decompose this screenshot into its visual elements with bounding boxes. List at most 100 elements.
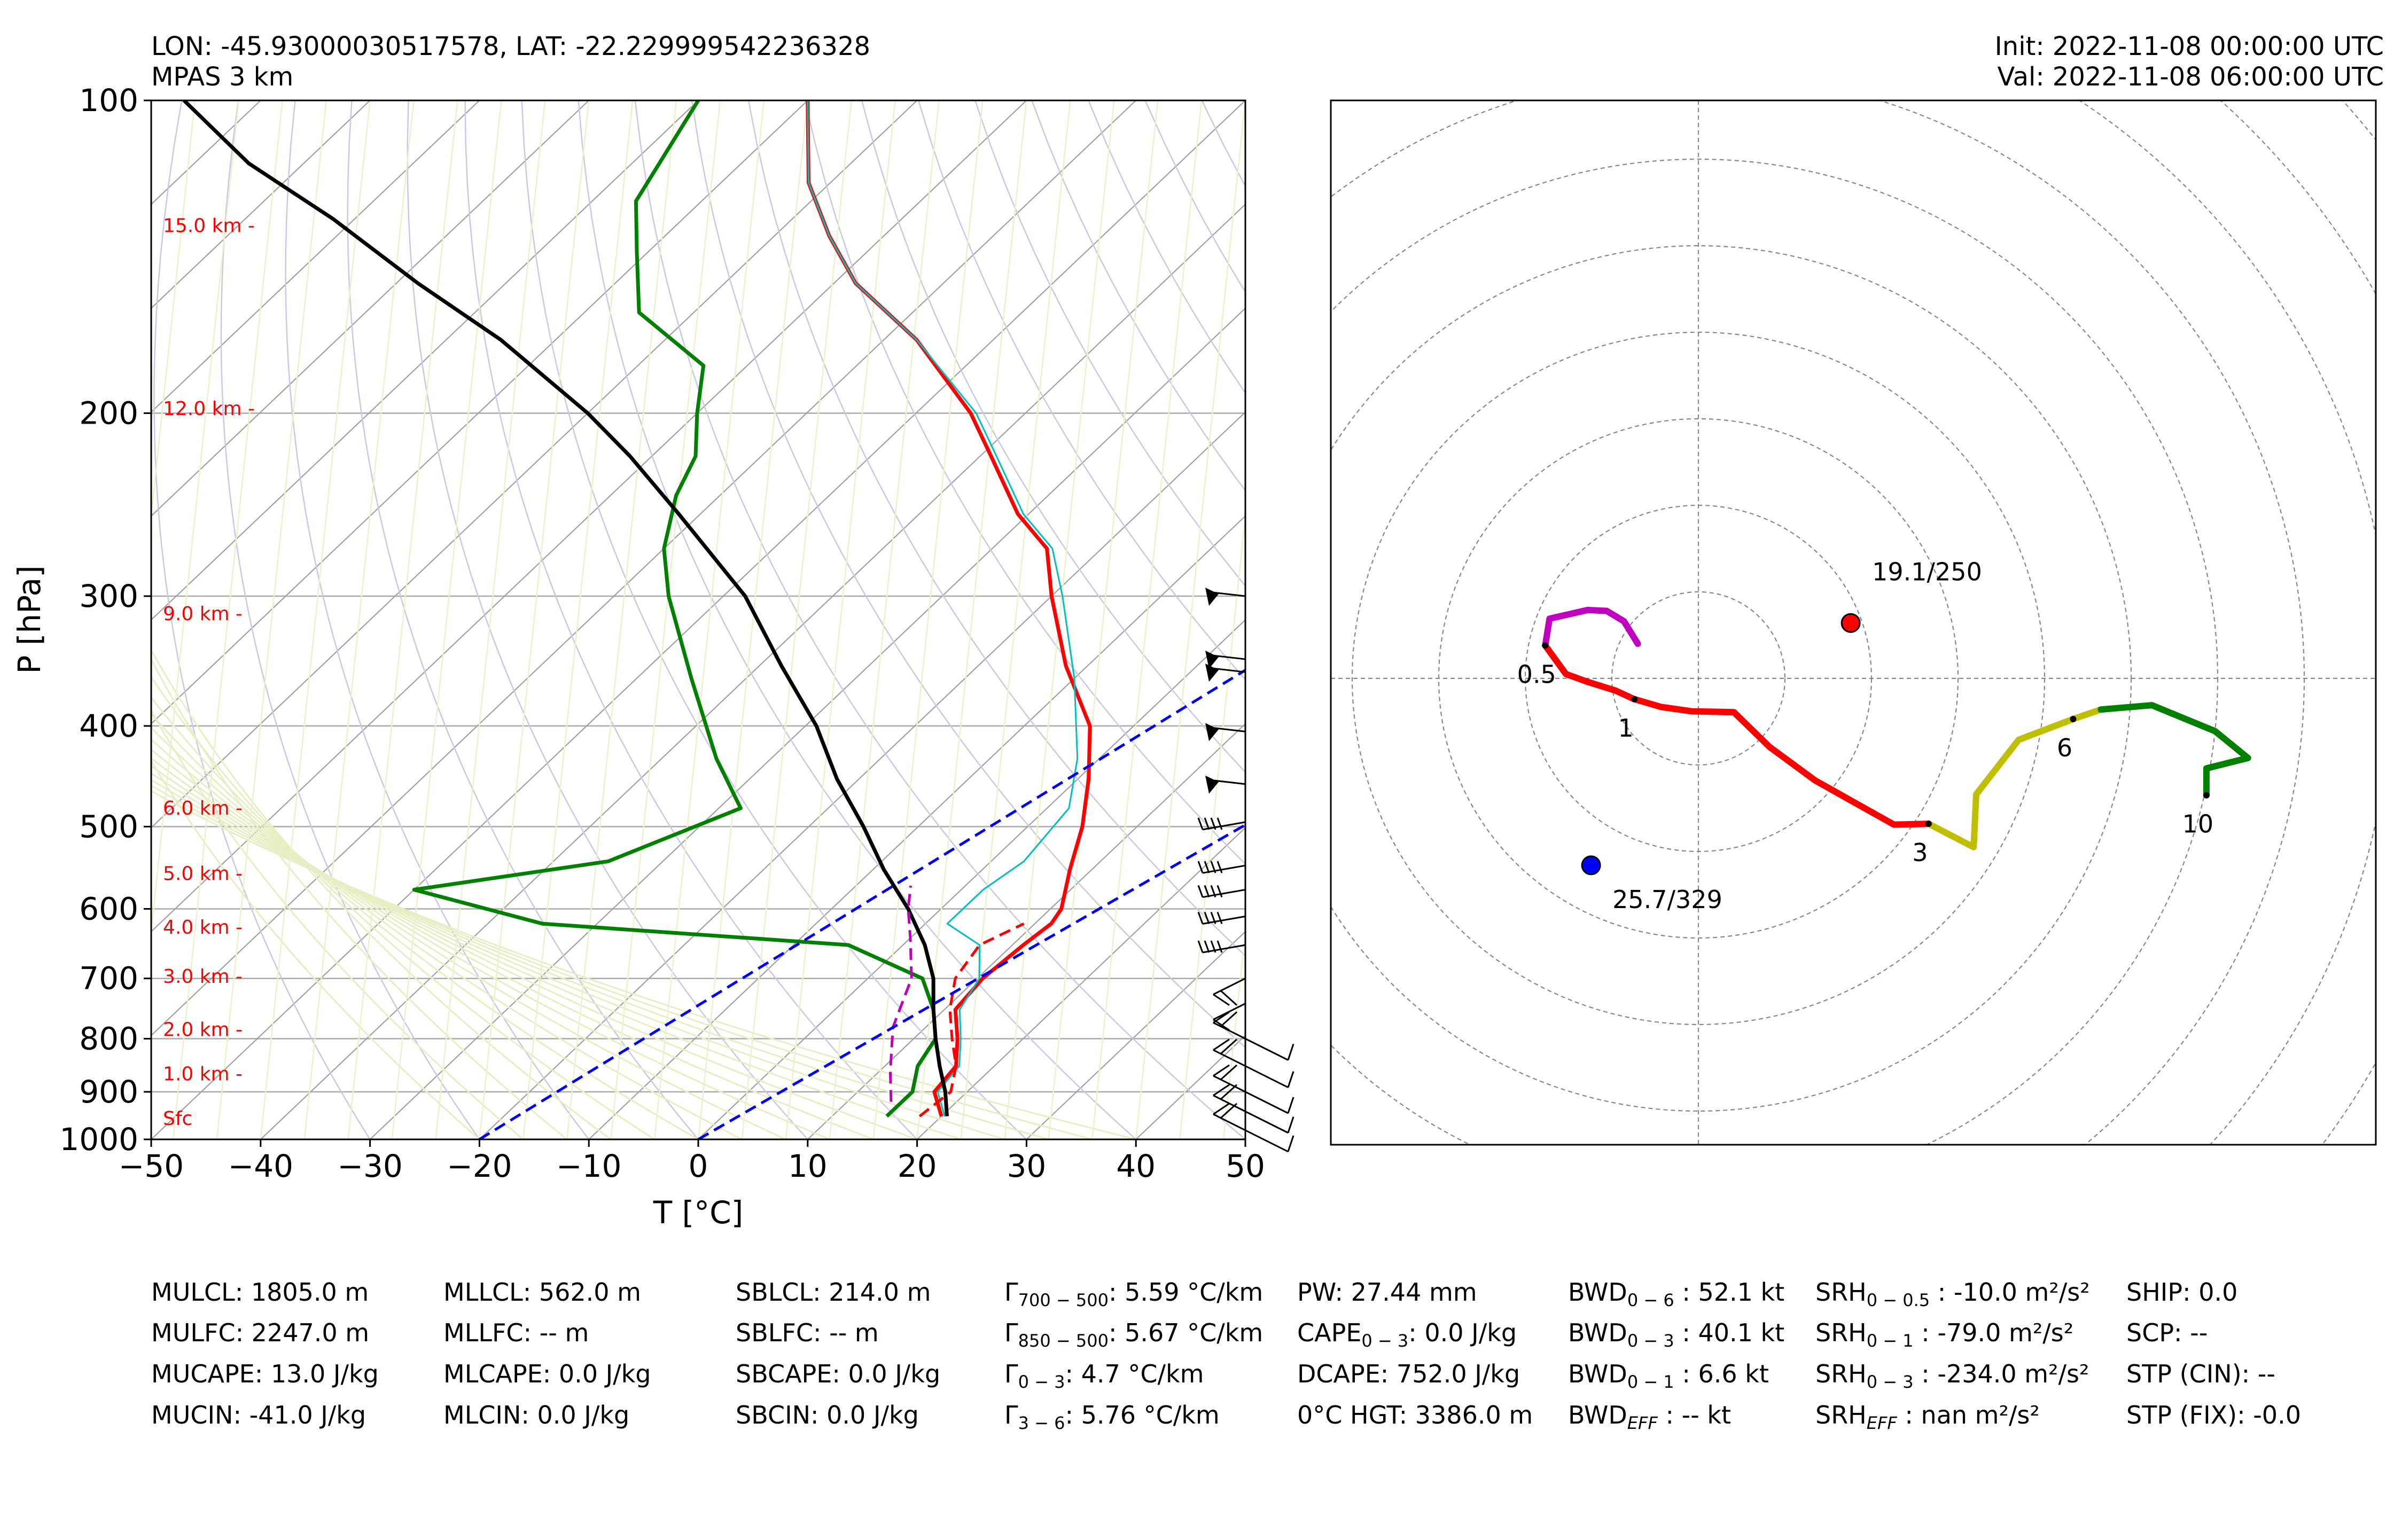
mixing-ratio-line: [260, 100, 371, 1139]
y-tick-label: 100: [79, 82, 138, 119]
stat-subscript: 0 − 3: [1361, 1331, 1409, 1351]
moist-adiabat: [151, 648, 612, 1139]
stat-value: : -234.0 m²/s²: [1913, 1359, 2089, 1388]
mixing-ratio-line: [216, 100, 327, 1139]
barb-staff: [1202, 944, 1246, 953]
stat-col2-2: MLCAPE: 0.0 J/kg: [443, 1359, 651, 1388]
stat-name: Γ: [1004, 1359, 1018, 1388]
barb-staff: [1213, 1049, 1246, 1067]
stat-subscript: 0 − 3: [1018, 1372, 1065, 1393]
isotherm: [698, 619, 1245, 1139]
wind-barb: [1205, 651, 1246, 669]
wind-barb: [1205, 588, 1246, 606]
stat-col3-3: SBCIN: 0.0 J/kg: [736, 1401, 919, 1429]
height-label: 4.0 km -: [163, 917, 243, 939]
mixing-ratio-line: [172, 100, 284, 1139]
stat-col3-0: SBLCL: 214.0 m: [736, 1278, 931, 1307]
stat-col1-0: MULCL: 1805.0 m: [151, 1278, 369, 1307]
barb-staff: [1245, 1111, 1289, 1134]
wind-barb: [1213, 978, 1246, 1006]
height-label: 9.0 km -: [163, 603, 243, 625]
barb-feather: [1220, 990, 1238, 1006]
stat-value: : 5.67 °C/km: [1108, 1318, 1264, 1347]
stat-name: SRH: [1815, 1318, 1867, 1347]
mixing-ratio-line: [610, 100, 721, 1139]
stat-subscript: 0 − 0.5: [1866, 1290, 1930, 1311]
stat-col5-1: CAPE0 − 3: 0.0 J/kg: [1297, 1318, 1517, 1351]
stat-name: Γ: [1004, 1318, 1018, 1347]
barb-staff: [1245, 1129, 1289, 1153]
wind-barb: [1213, 1011, 1294, 1061]
dry-adiabat: [634, 100, 1245, 1139]
barb-feather: [1213, 1064, 1230, 1077]
stat-col3-1: SBLFC: -- m: [736, 1318, 879, 1347]
barb-staff: [1213, 1095, 1246, 1113]
mixing-ratio-line: [1048, 100, 1159, 1139]
hodograph-frame: [1330, 99, 2377, 1146]
barb-feather: [1204, 885, 1210, 898]
stat-subscript: 0 − 6: [1627, 1290, 1674, 1311]
dry-adiabat: [407, 100, 808, 1139]
barb-flag: [1205, 775, 1219, 794]
mixing-ratio-line: [916, 100, 1027, 1139]
barb-flag: [1205, 651, 1219, 669]
stat-name: 0°C HGT: 3386.0 m: [1297, 1401, 1533, 1429]
barb-feather: [1204, 861, 1210, 873]
y-tick-label: 300: [79, 578, 138, 614]
barb-staff: [1202, 864, 1246, 874]
stat-col5-0: PW: 27.44 mm: [1297, 1278, 1477, 1307]
height-label: 5.0 km -: [163, 863, 243, 885]
moist-adiabat: [151, 709, 524, 1139]
barb-flag: [1205, 723, 1219, 741]
stat-name: DCAPE: 752.0 J/kg: [1297, 1359, 1520, 1388]
y-tick-label: 600: [79, 891, 138, 927]
isotherm: [807, 723, 1245, 1139]
height-label: 2.0 km -: [163, 1019, 243, 1041]
stat-subscript: 700 − 500: [1018, 1290, 1109, 1311]
isotherm: [479, 411, 1245, 1139]
stat-col6-0: BWD0 − 6 : 52.1 kt: [1568, 1278, 1784, 1310]
y-axis-label: P [hPa]: [11, 565, 48, 674]
mixing-ratio-line: [1091, 100, 1203, 1139]
stat-subscript: 0 − 1: [1627, 1372, 1674, 1393]
valid-time-text: Val: 2022-11-08 06:00:00 UTC: [1997, 62, 2384, 92]
mixing-ratio-line: [1135, 100, 1245, 1139]
mixing-ratio-line: [347, 100, 458, 1139]
barb-staff: [1213, 1022, 1246, 1039]
isotherm: [151, 100, 371, 309]
dry-adiabat: [974, 100, 1245, 587]
stat-col4-2: Γ0 − 3: 4.7 °C/km: [1004, 1359, 1204, 1392]
stat-subscript: 0 − 3: [1627, 1331, 1674, 1351]
storm-motion-label: 19.1/250: [1872, 557, 1982, 586]
barb-feather: [1220, 1011, 1238, 1027]
barb-staff: [1245, 1038, 1289, 1061]
stat-name: SRH: [1815, 1278, 1867, 1307]
blue-dashed-1-line: [479, 668, 1245, 1139]
barb-flag: [1205, 663, 1219, 682]
mixing-ratio-line: [303, 100, 415, 1139]
barb-feather: [1216, 885, 1223, 898]
mixing-ratio-line: [829, 100, 940, 1139]
isotherm: [151, 100, 918, 829]
wind-barb: [1213, 1103, 1294, 1153]
height-label: 12.0 km -: [163, 398, 255, 420]
height-label: 1.0 km -: [163, 1063, 243, 1085]
dry-adiabat: [861, 100, 1245, 773]
barb-feather: [1287, 1116, 1294, 1133]
wind-barb: [1213, 1084, 1294, 1134]
isotherm: [588, 515, 1245, 1139]
stat-name: PW: 27.44 mm: [1297, 1278, 1477, 1307]
x-tick-label: 40: [1116, 1148, 1156, 1184]
barb-feather: [1210, 940, 1216, 953]
isotherm: [151, 100, 699, 621]
storm-motion-label: 25.7/329: [1612, 885, 1722, 914]
dry-adiabat: [347, 100, 699, 1139]
stat-col1-3: MUCIN: -41.0 J/kg: [151, 1401, 366, 1429]
barb-feather: [1213, 1103, 1230, 1115]
stat-col7-3: SRHEFF : nan m²/s²: [1815, 1401, 2040, 1433]
isotherm: [1026, 931, 1245, 1139]
stat-subscript: EFF: [1866, 1413, 1897, 1434]
stat-col8-2: STP (CIN): --: [2126, 1359, 2275, 1388]
barb-flag: [1205, 588, 1219, 606]
